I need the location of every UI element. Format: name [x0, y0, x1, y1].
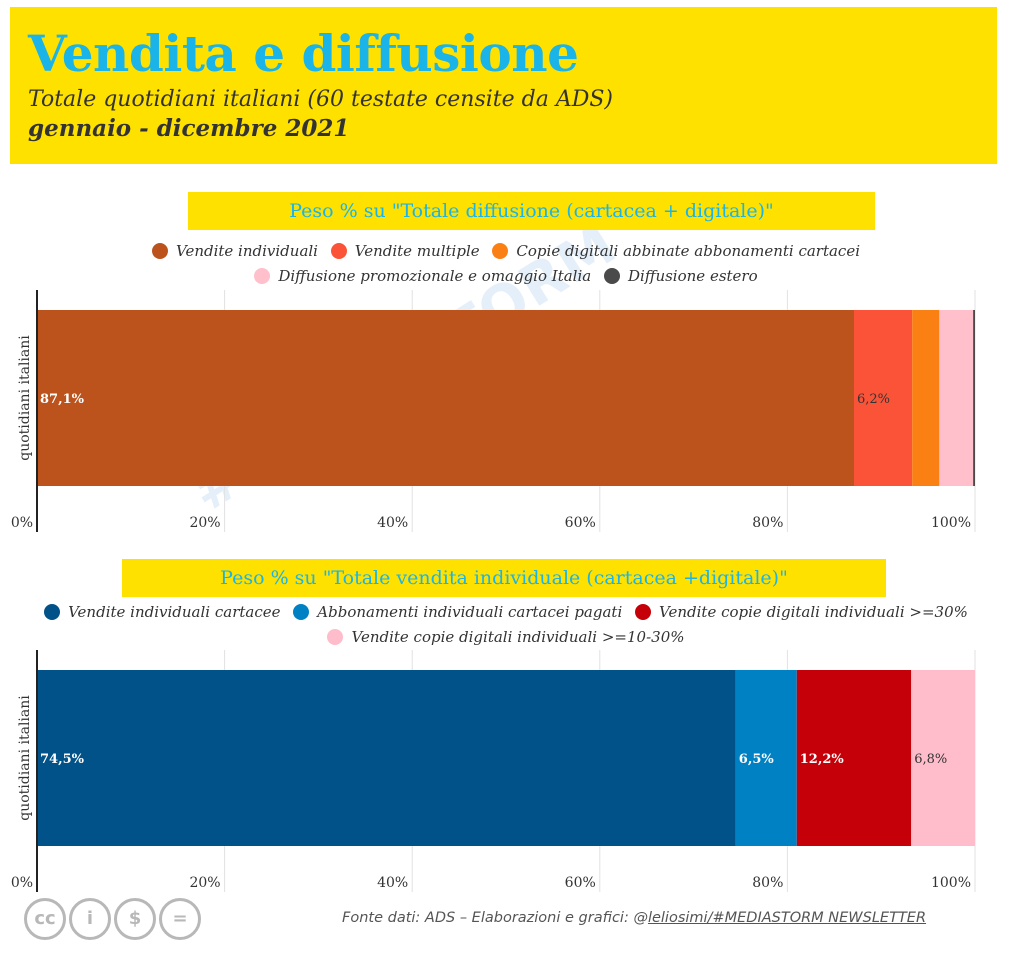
bar-segment: [911, 670, 975, 846]
x-tick-label: 0%: [11, 515, 33, 531]
data-label: 87,1%: [40, 392, 85, 407]
data-label: 12,2%: [800, 752, 845, 767]
legend-swatch: [635, 604, 652, 620]
bar-segment: [853, 310, 913, 486]
chart-1-legend-row-2: Diffusione promozionale e omaggio Italia…: [0, 267, 1012, 285]
license-icons: cc i $ =: [24, 898, 204, 940]
bar-segment: [37, 310, 854, 486]
nc-icon: $: [114, 898, 156, 940]
header-banner: Vendita e diffusione Totale quotidiani i…: [10, 7, 997, 164]
legend-label: Copie digitali abbinate abbonamenti cart…: [516, 242, 861, 260]
data-label: 6,8%: [914, 752, 947, 767]
legend-swatch: [44, 604, 61, 620]
legend-label: Vendite multiple: [354, 242, 480, 260]
bar-segment: [912, 310, 940, 486]
source-handle-link[interactable]: leliosimi/#MEDIASTORM NEWSLETTER: [647, 910, 927, 926]
page-title: Vendita e diffusione: [28, 24, 579, 83]
x-tick-label: 80%: [752, 515, 783, 531]
x-tick-label: 20%: [189, 875, 220, 891]
bar-segment: [735, 670, 797, 846]
legend-item: Vendite individuali: [151, 242, 318, 260]
legend-label: Vendite individuali cartacee: [68, 603, 281, 621]
legend-label: Vendite copie digitali individuali >=30%: [659, 603, 968, 621]
legend-item: Copie digitali abbinate abbonamenti cart…: [492, 242, 860, 260]
legend-label: Vendite copie digitali individuali >=10-…: [351, 628, 685, 646]
data-label: 6,5%: [739, 752, 775, 767]
legend-item: Vendite individuali cartacee: [44, 603, 281, 621]
x-tick-label: 40%: [377, 515, 408, 531]
chart-1-title: Peso % su "Totale diffusione (cartacea +…: [188, 192, 875, 230]
legend-item: Vendite copie digitali individuali >=30%: [635, 603, 968, 621]
page-subtitle: Totale quotidiani italiani (60 testate c…: [28, 87, 613, 112]
x-tick-label: 100%: [931, 515, 971, 531]
bar-segment: [37, 670, 736, 846]
chart-1-legend-row-1: Vendite individuali Vendite multiple Cop…: [0, 242, 1012, 260]
data-label: 74,5%: [40, 752, 85, 767]
legend-label: Diffusione promozionale e omaggio Italia: [278, 267, 592, 285]
legend-swatch: [604, 268, 620, 284]
x-tick-label: 60%: [565, 515, 596, 531]
legend-swatch: [293, 604, 310, 620]
cc-icon: cc: [24, 898, 66, 940]
bar-segment: [796, 670, 912, 846]
legend-label: Diffusione estero: [628, 267, 758, 285]
bar-segment: [939, 310, 974, 486]
legend-label: Vendite individuali: [175, 242, 318, 260]
nd-icon: =: [159, 898, 201, 940]
legend-item: Diffusione promozionale e omaggio Italia: [254, 267, 591, 285]
x-tick-label: 0%: [11, 875, 33, 891]
page-period: gennaio - dicembre 2021: [28, 115, 350, 142]
chart-2-legend-row-2: Vendite copie digitali individuali >=10-…: [0, 628, 1012, 646]
x-tick-label: 20%: [189, 515, 220, 531]
legend-item: Vendite copie digitali individuali >=10-…: [327, 628, 685, 646]
legend-swatch: [492, 243, 509, 259]
legend-label: Abbonamenti individuali cartacei pagati: [317, 603, 623, 621]
x-tick-label: 80%: [752, 875, 783, 891]
legend-item: Diffusione estero: [604, 267, 758, 285]
x-tick-label: 60%: [565, 875, 596, 891]
legend-swatch: [330, 243, 347, 259]
by-icon: i: [69, 898, 111, 940]
legend-item: Abbonamenti individuali cartacei pagati: [293, 603, 622, 621]
chart-2-legend-row-1: Vendite individuali cartacee Abbonamenti…: [0, 603, 1012, 621]
source-prefix: Fonte dati: ADS – Elaborazioni e grafici…: [342, 910, 648, 926]
legend-swatch: [327, 629, 344, 645]
source-note: Fonte dati: ADS – Elaborazioni e grafici…: [342, 910, 926, 926]
x-tick-label: 40%: [377, 875, 408, 891]
y-axis-label: quotidiani italiani: [17, 335, 33, 461]
data-label: 6,2%: [857, 392, 890, 407]
y-axis-label: quotidiani italiani: [17, 695, 33, 821]
legend-swatch: [254, 268, 271, 284]
legend-swatch: [151, 243, 168, 259]
bar-segment: [973, 310, 975, 486]
legend-item: Vendite multiple: [330, 242, 480, 260]
chart-2-title: Peso % su "Totale vendita individuale (c…: [122, 559, 886, 597]
x-tick-label: 100%: [931, 875, 971, 891]
